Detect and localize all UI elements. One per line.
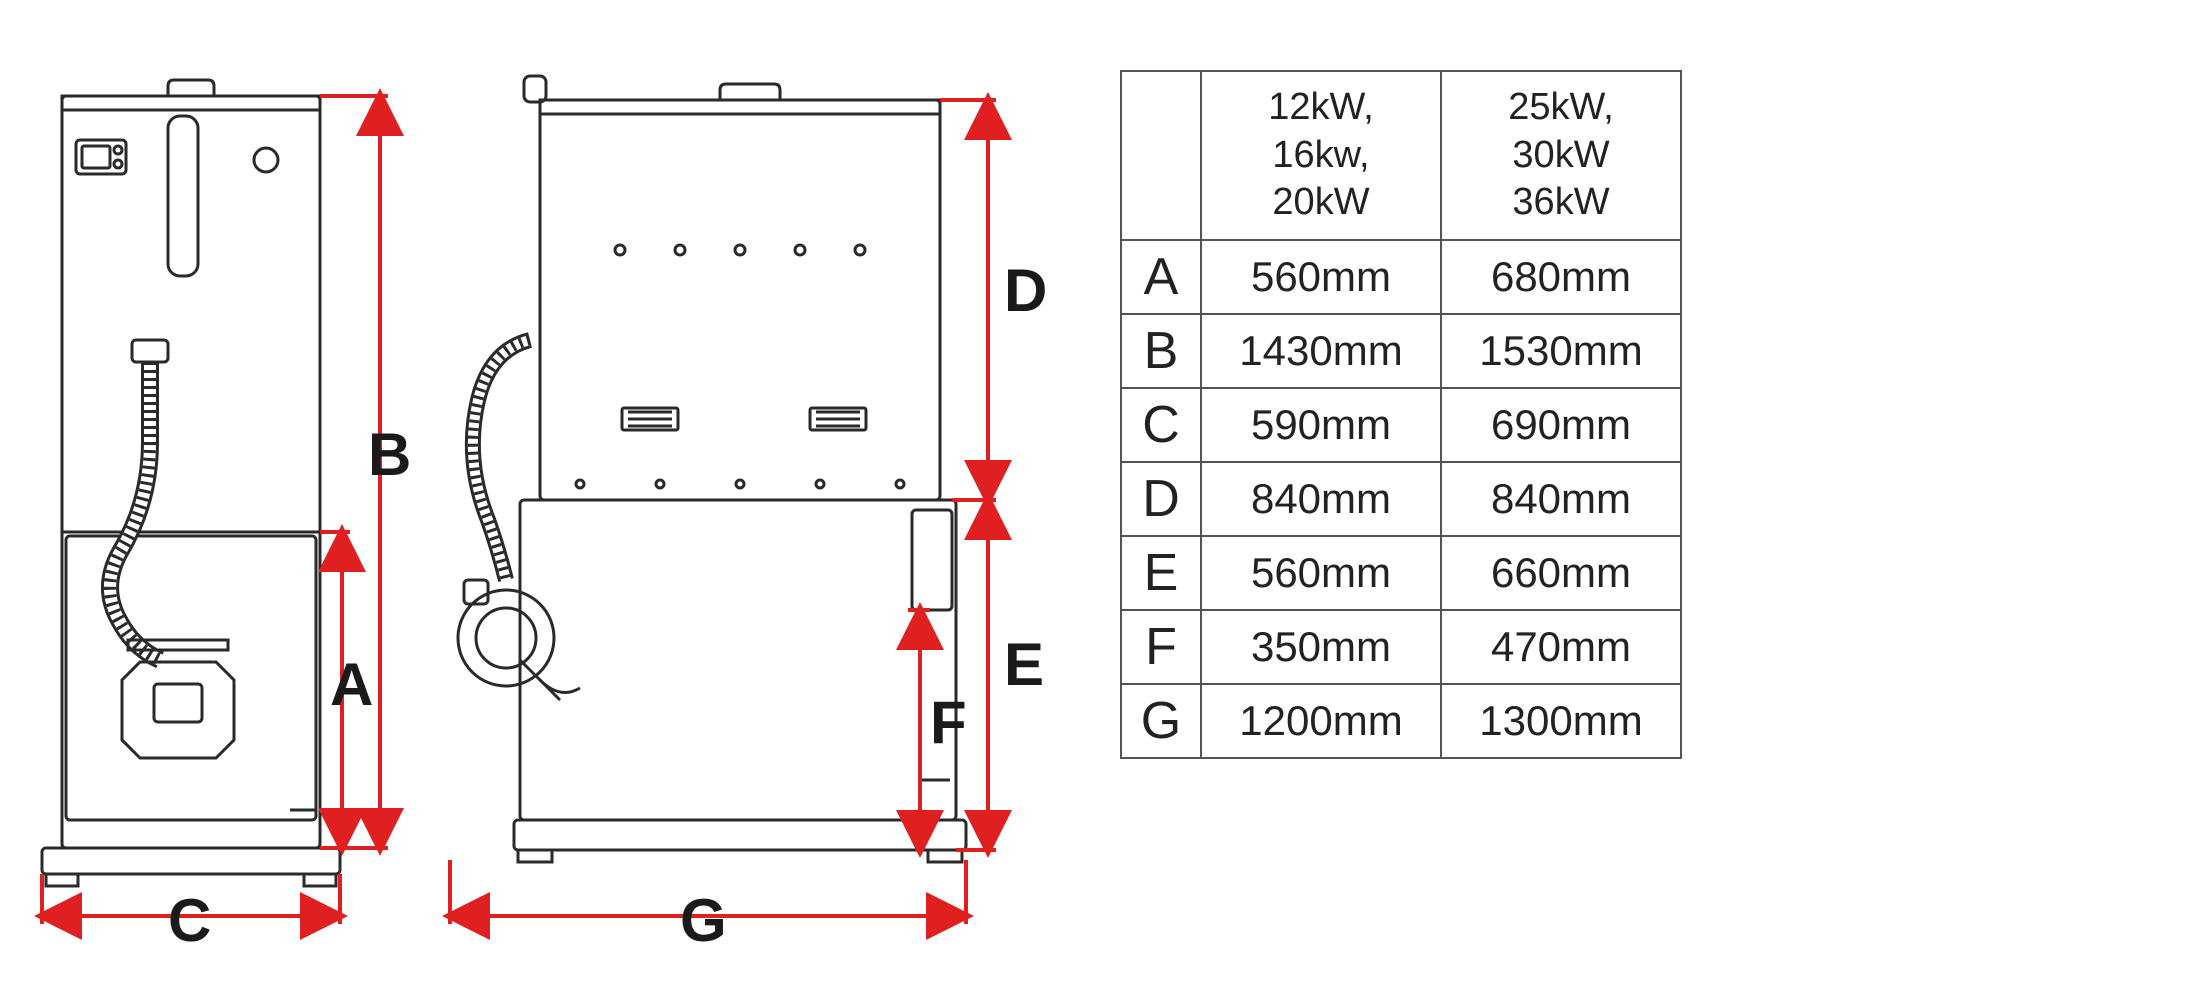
cell: 840mm — [1201, 462, 1441, 536]
table-row: B 1430mm 1530mm — [1121, 314, 1681, 388]
row-label: G — [1121, 684, 1201, 758]
dim-label-G: G — [680, 886, 727, 955]
cell: 560mm — [1201, 240, 1441, 314]
cell: 560mm — [1201, 536, 1441, 610]
cell: 590mm — [1201, 388, 1441, 462]
table-row: A 560mm 680mm — [1121, 240, 1681, 314]
row-label: D — [1121, 462, 1201, 536]
cell: 840mm — [1441, 462, 1681, 536]
side-view — [458, 76, 966, 862]
dim-label-D: D — [1004, 256, 1047, 325]
drawing-svg — [20, 40, 1090, 960]
table-row: D 840mm 840mm — [1121, 462, 1681, 536]
table-corner-cell — [1121, 71, 1201, 240]
dimensions-table: 12kW, 16kw, 20kW 25kW, 30kW 36kW A 560mm… — [1120, 70, 1682, 759]
cell: 680mm — [1441, 240, 1681, 314]
dimensions-table-wrap: 12kW, 16kw, 20kW 25kW, 30kW 36kW A 560mm… — [1120, 70, 1682, 759]
dim-label-A: A — [330, 650, 373, 719]
col-header-large: 25kW, 30kW 36kW — [1441, 71, 1681, 240]
table-row: C 590mm 690mm — [1121, 388, 1681, 462]
cell: 1300mm — [1441, 684, 1681, 758]
table-row: G 1200mm 1300mm — [1121, 684, 1681, 758]
row-label: F — [1121, 610, 1201, 684]
front-view — [42, 80, 340, 886]
cell: 470mm — [1441, 610, 1681, 684]
row-label: B — [1121, 314, 1201, 388]
dim-label-E: E — [1004, 630, 1044, 699]
dim-label-F: F — [930, 688, 967, 757]
row-label: E — [1121, 536, 1201, 610]
col-header-small: 12kW, 16kw, 20kW — [1201, 71, 1441, 240]
cell: 350mm — [1201, 610, 1441, 684]
table-header-row: 12kW, 16kw, 20kW 25kW, 30kW 36kW — [1121, 71, 1681, 240]
table-row: E 560mm 660mm — [1121, 536, 1681, 610]
cell: 1200mm — [1201, 684, 1441, 758]
dim-label-C: C — [168, 886, 211, 955]
table-row: F 350mm 470mm — [1121, 610, 1681, 684]
dim-label-B: B — [368, 420, 411, 489]
cell: 660mm — [1441, 536, 1681, 610]
cell: 1430mm — [1201, 314, 1441, 388]
row-label: A — [1121, 240, 1201, 314]
cell: 690mm — [1441, 388, 1681, 462]
technical-drawings: A B C D E F G — [20, 40, 1090, 960]
row-label: C — [1121, 388, 1201, 462]
cell: 1530mm — [1441, 314, 1681, 388]
